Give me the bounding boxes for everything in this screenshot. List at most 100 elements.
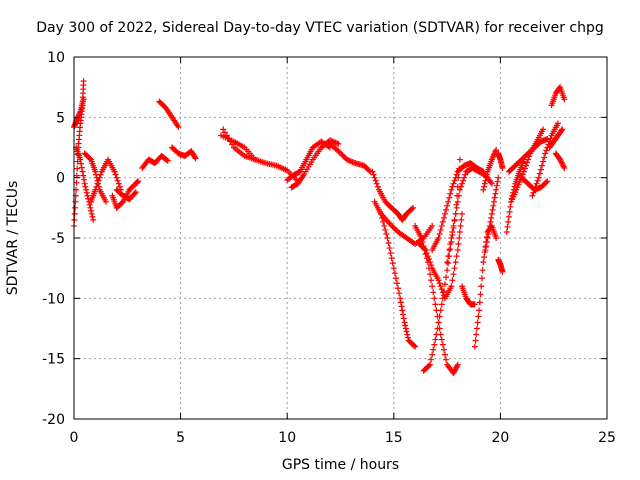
x-axis-label: GPS time / hours bbox=[281, 457, 400, 473]
data-point bbox=[446, 194, 453, 201]
data-point bbox=[419, 239, 426, 246]
data-point bbox=[440, 214, 447, 221]
x-tick-label: 25 bbox=[598, 430, 616, 446]
data-point bbox=[451, 265, 458, 272]
data-point bbox=[495, 174, 502, 181]
data-point bbox=[82, 183, 89, 190]
data-point bbox=[483, 243, 490, 250]
series-arc-early-high bbox=[71, 96, 87, 130]
data-point bbox=[113, 174, 120, 181]
data-point bbox=[444, 267, 451, 274]
data-point bbox=[452, 174, 459, 181]
series-arc-10 bbox=[371, 198, 419, 350]
y-tick-label: 10 bbox=[47, 50, 65, 66]
data-point bbox=[453, 171, 460, 178]
data-point bbox=[462, 171, 469, 178]
data-point bbox=[436, 313, 443, 320]
data-point bbox=[559, 126, 566, 133]
x-tick-label: 10 bbox=[278, 430, 296, 446]
data-point bbox=[521, 165, 528, 172]
data-point bbox=[94, 180, 101, 187]
data-point bbox=[418, 235, 425, 241]
data-point bbox=[482, 177, 489, 184]
data-point bbox=[164, 157, 171, 164]
data-point bbox=[403, 328, 410, 335]
series-arc-28 bbox=[546, 126, 566, 151]
data-point bbox=[505, 213, 512, 220]
data-point bbox=[373, 180, 380, 187]
data-point bbox=[537, 166, 544, 173]
data-point bbox=[541, 154, 548, 161]
data-point bbox=[425, 256, 432, 263]
data-point bbox=[220, 126, 227, 133]
data-point bbox=[341, 153, 348, 160]
x-tick-label: 15 bbox=[385, 430, 403, 446]
data-point bbox=[429, 222, 436, 229]
data-point bbox=[506, 208, 513, 215]
data-point bbox=[80, 176, 87, 183]
data-point bbox=[433, 331, 440, 338]
data-point bbox=[540, 126, 547, 133]
data-point bbox=[524, 159, 531, 166]
data-point bbox=[453, 204, 460, 211]
data-point bbox=[77, 156, 84, 163]
data-point bbox=[477, 291, 484, 298]
data-point bbox=[382, 226, 389, 233]
data-point bbox=[525, 156, 532, 163]
data-point bbox=[339, 152, 346, 159]
y-tick-label: -20 bbox=[42, 412, 65, 428]
data-point bbox=[478, 275, 485, 282]
data-point bbox=[507, 203, 514, 210]
series-arc-15 bbox=[429, 160, 487, 254]
data-point bbox=[494, 178, 501, 185]
data-point bbox=[529, 192, 536, 199]
data-point bbox=[440, 288, 447, 295]
data-point bbox=[458, 216, 465, 223]
series-arc-9 bbox=[369, 168, 416, 223]
grid-lines bbox=[74, 57, 607, 419]
data-point bbox=[540, 158, 547, 165]
data-point bbox=[72, 204, 79, 211]
data-point bbox=[192, 155, 199, 162]
data-point bbox=[457, 183, 464, 190]
data-point bbox=[430, 346, 437, 353]
data-point bbox=[451, 216, 458, 223]
data-point bbox=[488, 210, 495, 217]
data-point bbox=[452, 259, 459, 266]
data-point bbox=[554, 120, 561, 127]
data-point bbox=[435, 319, 442, 326]
data-point bbox=[429, 351, 436, 358]
data-point bbox=[439, 295, 446, 302]
series-arc-19 bbox=[480, 146, 500, 193]
data-point bbox=[491, 198, 498, 205]
data-point bbox=[80, 78, 87, 85]
data-point bbox=[453, 253, 460, 260]
data-point bbox=[483, 233, 490, 240]
data-point bbox=[223, 132, 230, 139]
data-point bbox=[544, 178, 551, 185]
data-point bbox=[479, 267, 486, 274]
series-arc-1b bbox=[88, 156, 124, 205]
data-point bbox=[437, 226, 444, 233]
data-point bbox=[370, 171, 377, 178]
data-point bbox=[437, 283, 444, 290]
data-point bbox=[374, 183, 381, 190]
series-arc-21 bbox=[495, 150, 506, 172]
data-point bbox=[456, 235, 463, 241]
data-point bbox=[520, 168, 527, 175]
series-arc-20 bbox=[482, 174, 502, 254]
data-point bbox=[422, 247, 429, 254]
data-point bbox=[90, 216, 97, 223]
data-point bbox=[118, 199, 125, 206]
data-point bbox=[455, 241, 462, 248]
data-point bbox=[112, 171, 119, 178]
data-point bbox=[405, 334, 412, 341]
data-point bbox=[385, 240, 392, 247]
data-point bbox=[366, 167, 373, 174]
series-arc-17 bbox=[459, 283, 478, 308]
chart-title: Day 300 of 2022, Sidereal Day-to-day VTE… bbox=[36, 20, 604, 36]
data-point bbox=[72, 198, 79, 205]
data-point bbox=[439, 341, 446, 348]
data-point bbox=[383, 230, 390, 237]
data-point bbox=[338, 150, 345, 157]
